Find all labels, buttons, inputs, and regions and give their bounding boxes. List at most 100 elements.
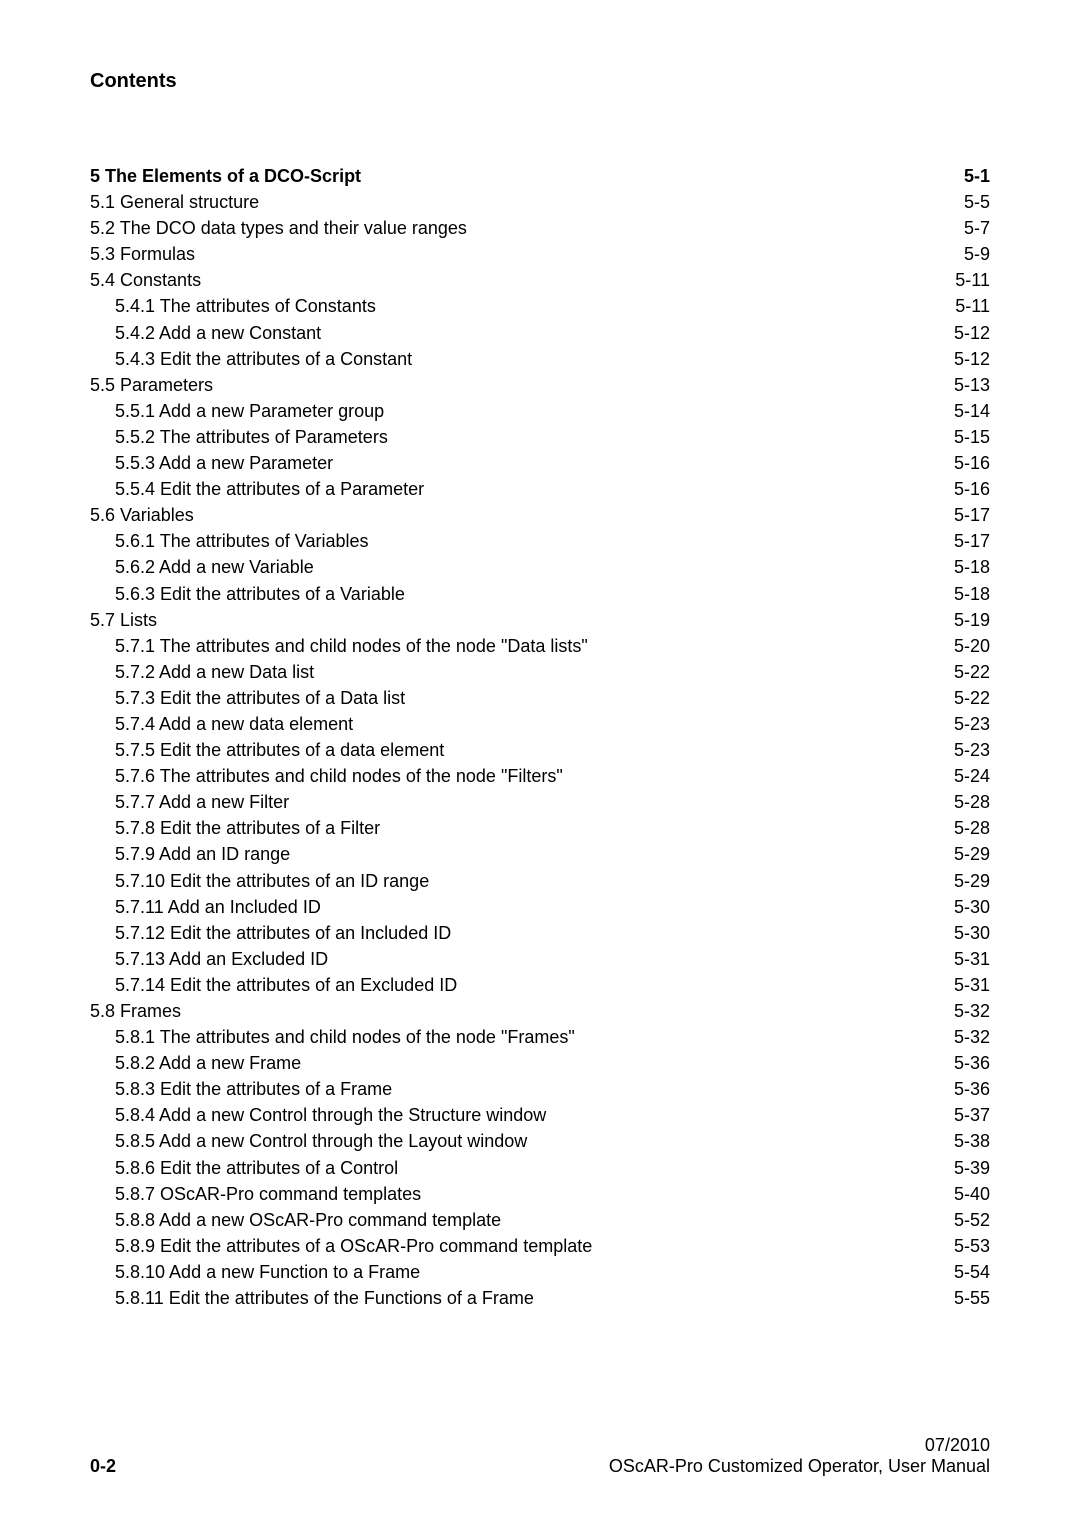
toc-entry-page: 5-22 bbox=[954, 659, 990, 685]
toc-line: 5.7.8 Edit the attributes of a Filter 5-… bbox=[90, 815, 990, 841]
toc-entry-page: 5-38 bbox=[954, 1128, 990, 1154]
toc-entry-label: 5.7.10 Edit the attributes of an ID rang… bbox=[115, 868, 429, 894]
toc-entry-label: 5.7.13 Add an Excluded ID bbox=[115, 946, 328, 972]
footer-right: 07/2010 OScAR-Pro Customized Operator, U… bbox=[609, 1435, 990, 1477]
toc-entry-page: 5-55 bbox=[954, 1285, 990, 1311]
toc-entry-label: 5.8.9 Edit the attributes of a OScAR-Pro… bbox=[115, 1233, 592, 1259]
toc-entry-page: 5-32 bbox=[954, 998, 990, 1024]
toc-entry-page: 5-22 bbox=[954, 685, 990, 711]
toc-line: 5.7.2 Add a new Data list 5-22 bbox=[90, 659, 990, 685]
toc-entry-label: 5.8.6 Edit the attributes of a Control bbox=[115, 1155, 398, 1181]
toc-line: 5.8.7 OScAR-Pro command templates 5-40 bbox=[90, 1181, 990, 1207]
toc-entry-page: 5-40 bbox=[954, 1181, 990, 1207]
toc-entry-label: 5.4.2 Add a new Constant bbox=[115, 320, 321, 346]
toc-line: 5.2 The DCO data types and their value r… bbox=[90, 215, 990, 241]
toc-entry-page: 5-52 bbox=[954, 1207, 990, 1233]
toc-entry-page: 5-16 bbox=[954, 450, 990, 476]
toc-entry-label: 5.7.12 Edit the attributes of an Include… bbox=[115, 920, 451, 946]
toc-line: 5.3 Formulas 5-9 bbox=[90, 241, 990, 267]
toc-entry-page: 5-15 bbox=[954, 424, 990, 450]
toc-line: 5.7.3 Edit the attributes of a Data list… bbox=[90, 685, 990, 711]
toc-line: 5.5.4 Edit the attributes of a Parameter… bbox=[90, 476, 990, 502]
toc-entry-page: 5-18 bbox=[954, 554, 990, 580]
toc-entry-label: 5.7.4 Add a new data element bbox=[115, 711, 353, 737]
toc-entry-page: 5-12 bbox=[954, 346, 990, 372]
toc-entry-label: 5.4.1 The attributes of Constants bbox=[115, 293, 376, 319]
toc-entry-page: 5-17 bbox=[954, 502, 990, 528]
toc-line: 5.7.1 The attributes and child nodes of … bbox=[90, 633, 990, 659]
toc-line: 5.6 Variables 5-17 bbox=[90, 502, 990, 528]
toc-entry-page: 5-20 bbox=[954, 633, 990, 659]
toc-line: 5.8 Frames 5-32 bbox=[90, 998, 990, 1024]
toc-line: 5.8.5 Add a new Control through the Layo… bbox=[90, 1128, 990, 1154]
toc-line: 5.5.1 Add a new Parameter group 5-14 bbox=[90, 398, 990, 424]
toc-entry-label: 5.8.7 OScAR-Pro command templates bbox=[115, 1181, 421, 1207]
toc-entry-label: 5.2 The DCO data types and their value r… bbox=[90, 215, 467, 241]
toc-line: 5.7.14 Edit the attributes of an Exclude… bbox=[90, 972, 990, 998]
toc-entry-page: 5-9 bbox=[964, 241, 990, 267]
toc-line: 5.8.10 Add a new Function to a Frame 5-5… bbox=[90, 1259, 990, 1285]
toc-entry-page: 5-1 bbox=[964, 163, 990, 189]
toc-entry-label: 5.8.1 The attributes and child nodes of … bbox=[115, 1024, 575, 1050]
toc-entry-page: 5-31 bbox=[954, 946, 990, 972]
toc-entry-label: 5.8.10 Add a new Function to a Frame bbox=[115, 1259, 420, 1285]
toc-entry-page: 5-31 bbox=[954, 972, 990, 998]
toc-line: 5.4 Constants 5-11 bbox=[90, 267, 990, 293]
toc-entry-label: 5.4.3 Edit the attributes of a Constant bbox=[115, 346, 412, 372]
toc-entry-label: 5.6 Variables bbox=[90, 502, 194, 528]
toc-entry-page: 5-28 bbox=[954, 815, 990, 841]
toc-line: 5.8.9 Edit the attributes of a OScAR-Pro… bbox=[90, 1233, 990, 1259]
toc-entry-page: 5-17 bbox=[954, 528, 990, 554]
toc-entry-page: 5-53 bbox=[954, 1233, 990, 1259]
toc-entry-label: 5.8.8 Add a new OScAR-Pro command templa… bbox=[115, 1207, 501, 1233]
toc-entry-label: 5.5.1 Add a new Parameter group bbox=[115, 398, 384, 424]
toc-entry-label: 5.6.3 Edit the attributes of a Variable bbox=[115, 581, 405, 607]
toc-line: 5.7.9 Add an ID range 5-29 bbox=[90, 841, 990, 867]
toc-entry-label: 5.7.1 The attributes and child nodes of … bbox=[115, 633, 588, 659]
toc-line: 5.8.8 Add a new OScAR-Pro command templa… bbox=[90, 1207, 990, 1233]
table-of-contents: 5 The Elements of a DCO-Script 5-15.1 Ge… bbox=[90, 163, 990, 1311]
toc-entry-label: 5.7.8 Edit the attributes of a Filter bbox=[115, 815, 380, 841]
toc-line: 5.8.2 Add a new Frame 5-36 bbox=[90, 1050, 990, 1076]
toc-line: 5.5.3 Add a new Parameter 5-16 bbox=[90, 450, 990, 476]
footer-page-number: 0-2 bbox=[90, 1456, 116, 1477]
toc-line: 5.7.5 Edit the attributes of a data elem… bbox=[90, 737, 990, 763]
contents-heading: Contents bbox=[90, 70, 990, 93]
toc-line: 5 The Elements of a DCO-Script 5-1 bbox=[90, 163, 990, 189]
toc-line: 5.7.12 Edit the attributes of an Include… bbox=[90, 920, 990, 946]
toc-line: 5.7.6 The attributes and child nodes of … bbox=[90, 763, 990, 789]
toc-entry-page: 5-28 bbox=[954, 789, 990, 815]
toc-entry-label: 5.1 General structure bbox=[90, 189, 259, 215]
toc-entry-label: 5.5.3 Add a new Parameter bbox=[115, 450, 333, 476]
toc-entry-label: 5.7.5 Edit the attributes of a data elem… bbox=[115, 737, 444, 763]
toc-entry-label: 5.7.6 The attributes and child nodes of … bbox=[115, 763, 563, 789]
toc-line: 5.6.1 The attributes of Variables 5-17 bbox=[90, 528, 990, 554]
toc-entry-label: 5.8.2 Add a new Frame bbox=[115, 1050, 301, 1076]
toc-line: 5.8.3 Edit the attributes of a Frame 5-3… bbox=[90, 1076, 990, 1102]
toc-line: 5.7.13 Add an Excluded ID 5-31 bbox=[90, 946, 990, 972]
toc-entry-label: 5.7.11 Add an Included ID bbox=[115, 894, 321, 920]
toc-line: 5.8.6 Edit the attributes of a Control 5… bbox=[90, 1155, 990, 1181]
toc-entry-page: 5-30 bbox=[954, 920, 990, 946]
toc-entry-page: 5-32 bbox=[954, 1024, 990, 1050]
footer-date: 07/2010 bbox=[609, 1435, 990, 1456]
toc-line: 5.7.7 Add a new Filter 5-28 bbox=[90, 789, 990, 815]
toc-entry-label: 5.5 Parameters bbox=[90, 372, 213, 398]
toc-entry-label: 5.7.9 Add an ID range bbox=[115, 841, 290, 867]
toc-entry-page: 5-19 bbox=[954, 607, 990, 633]
toc-entry-page: 5-14 bbox=[954, 398, 990, 424]
toc-entry-label: 5.7.2 Add a new Data list bbox=[115, 659, 314, 685]
toc-entry-page: 5-12 bbox=[954, 320, 990, 346]
toc-entry-label: 5.8.4 Add a new Control through the Stru… bbox=[115, 1102, 546, 1128]
toc-line: 5.1 General structure 5-5 bbox=[90, 189, 990, 215]
toc-line: 5.7.4 Add a new data element 5-23 bbox=[90, 711, 990, 737]
toc-entry-label: 5.3 Formulas bbox=[90, 241, 195, 267]
toc-entry-page: 5-11 bbox=[955, 293, 990, 319]
toc-entry-label: 5.7 Lists bbox=[90, 607, 157, 633]
toc-line: 5.7.11 Add an Included ID 5-30 bbox=[90, 894, 990, 920]
toc-entry-label: 5.4 Constants bbox=[90, 267, 201, 293]
toc-line: 5.8.1 The attributes and child nodes of … bbox=[90, 1024, 990, 1050]
toc-line: 5.7 Lists 5-19 bbox=[90, 607, 990, 633]
toc-line: 5.6.2 Add a new Variable 5-18 bbox=[90, 554, 990, 580]
toc-entry-page: 5-39 bbox=[954, 1155, 990, 1181]
